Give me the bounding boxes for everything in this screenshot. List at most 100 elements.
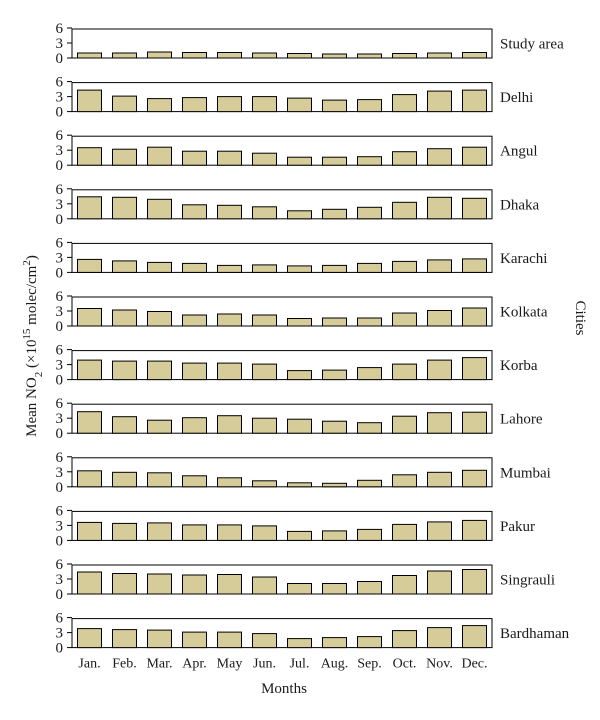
bar bbox=[322, 482, 347, 488]
bar bbox=[252, 576, 277, 595]
bar bbox=[77, 470, 102, 488]
bar bbox=[427, 627, 452, 649]
bar bbox=[217, 52, 242, 59]
y-tick-label: 0 bbox=[56, 265, 64, 281]
bar bbox=[462, 357, 487, 381]
x-axis-title: Months bbox=[261, 681, 307, 697]
y-axis-title-sup: 2 bbox=[21, 260, 33, 266]
bar bbox=[357, 156, 382, 166]
bar bbox=[112, 629, 137, 649]
bar bbox=[112, 148, 137, 166]
bar bbox=[427, 521, 452, 541]
bar bbox=[322, 156, 347, 166]
y-tick-label: 6 bbox=[56, 289, 64, 305]
y-tick-label: 6 bbox=[56, 182, 64, 198]
city-label: Lahore bbox=[500, 412, 543, 428]
x-tick-label: Apr. bbox=[182, 657, 207, 672]
y-tick-label: 3 bbox=[56, 90, 64, 106]
y-tick-label: 6 bbox=[56, 503, 64, 519]
city-label: Dhaka bbox=[500, 197, 539, 213]
bar bbox=[147, 360, 172, 381]
y-axis-title-part: molec/cm bbox=[24, 265, 40, 328]
bar bbox=[217, 524, 242, 541]
city-label: Delhi bbox=[500, 90, 533, 106]
cities-label: Cities bbox=[572, 300, 588, 335]
bar bbox=[252, 206, 277, 220]
y-tick-label: 3 bbox=[56, 36, 64, 52]
y-tick-label: 6 bbox=[56, 75, 64, 91]
y-tick-label: 3 bbox=[56, 518, 64, 534]
bar bbox=[287, 370, 312, 381]
bar bbox=[357, 581, 382, 595]
bar bbox=[392, 260, 417, 273]
bar bbox=[322, 99, 347, 113]
bar bbox=[112, 471, 137, 488]
bar bbox=[77, 308, 102, 327]
bar bbox=[392, 94, 417, 113]
city-label: Kolkata bbox=[500, 305, 548, 321]
bar bbox=[357, 422, 382, 434]
bar bbox=[427, 259, 452, 273]
bar bbox=[77, 571, 102, 595]
bar bbox=[462, 89, 487, 113]
bar bbox=[392, 474, 417, 488]
y-tick-label: 3 bbox=[56, 572, 64, 588]
city-panel: 036 Dhaka bbox=[56, 182, 540, 228]
bar bbox=[392, 415, 417, 434]
y-tick-label: 6 bbox=[56, 21, 64, 37]
bar bbox=[357, 479, 382, 488]
y-tick-label: 0 bbox=[56, 533, 64, 549]
bar bbox=[77, 196, 102, 220]
bar bbox=[112, 52, 137, 59]
y-axis-title: Mean NO2 (×1015 molec/cm2) bbox=[21, 255, 45, 437]
bar bbox=[182, 362, 207, 381]
bar bbox=[322, 208, 347, 220]
x-tick-label: Nov. bbox=[426, 657, 453, 672]
bar bbox=[462, 519, 487, 541]
bar bbox=[252, 314, 277, 327]
city-panel: 036 Delhi bbox=[56, 75, 534, 121]
bar bbox=[322, 264, 347, 273]
bar bbox=[147, 198, 172, 220]
city-label: Karachi bbox=[500, 251, 547, 267]
bar bbox=[427, 359, 452, 381]
bar bbox=[357, 206, 382, 220]
city-panel: 036 Pakur bbox=[56, 503, 536, 549]
x-tick-label: Mar. bbox=[146, 657, 172, 672]
bar bbox=[112, 573, 137, 595]
bar bbox=[182, 204, 207, 220]
bar bbox=[462, 146, 487, 166]
bar bbox=[147, 146, 172, 166]
y-tick-label: 3 bbox=[56, 358, 64, 374]
bar bbox=[147, 311, 172, 327]
bar bbox=[322, 317, 347, 327]
bar bbox=[322, 583, 347, 595]
y-tick-label: 0 bbox=[56, 51, 64, 67]
x-tick-label: May bbox=[217, 657, 243, 672]
y-tick-label: 0 bbox=[56, 105, 64, 121]
y-tick-label: 6 bbox=[56, 450, 64, 466]
bar bbox=[287, 53, 312, 59]
bar bbox=[392, 630, 417, 649]
bar bbox=[287, 583, 312, 595]
bar bbox=[357, 53, 382, 59]
bar bbox=[112, 360, 137, 381]
bar bbox=[392, 312, 417, 327]
bar bbox=[287, 97, 312, 113]
bar bbox=[462, 52, 487, 59]
bar bbox=[287, 265, 312, 273]
y-tick-label: 6 bbox=[56, 235, 64, 251]
bar bbox=[287, 156, 312, 166]
bar bbox=[217, 631, 242, 649]
bar bbox=[77, 628, 102, 649]
y-tick-label: 6 bbox=[56, 343, 64, 359]
bar bbox=[147, 522, 172, 541]
bar bbox=[217, 150, 242, 166]
bar bbox=[357, 528, 382, 541]
y-tick-label: 0 bbox=[56, 373, 64, 389]
x-tick-label: Sep. bbox=[357, 657, 382, 672]
bar bbox=[217, 477, 242, 488]
bar bbox=[357, 636, 382, 649]
